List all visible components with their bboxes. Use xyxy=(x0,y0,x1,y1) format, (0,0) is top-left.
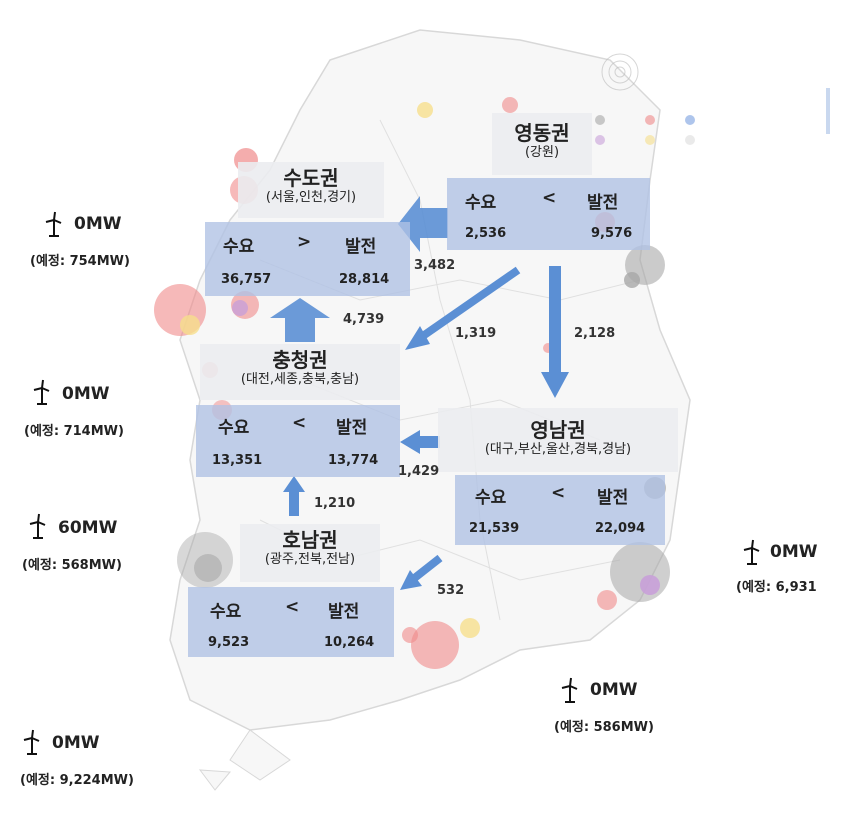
region-subtitle: (강원) xyxy=(524,145,560,160)
region-subtitle: (서울,인천,경기) xyxy=(265,190,357,205)
demand-value: 2,536 xyxy=(465,226,507,241)
wind-planned: (예정: 714MW) xyxy=(24,424,124,439)
edge-bar xyxy=(826,88,830,134)
wind-turbine-icon xyxy=(23,729,40,755)
demand-label: 수요 xyxy=(210,602,242,622)
wind-turbine-icons xyxy=(23,211,760,755)
arrow-chungcheong-to-sudo xyxy=(270,298,330,342)
region-subtitle: (대전,세종,충북,충남) xyxy=(240,372,360,387)
flow-yeongdong-to-yeongnam: 2,128 xyxy=(574,326,616,341)
wind-capacity: 60MW xyxy=(58,518,118,538)
flow-honam-to-chungcheong: 1,210 xyxy=(314,496,356,511)
generation-value: 13,774 xyxy=(328,453,379,468)
demand-value: 21,539 xyxy=(469,521,520,536)
region-subtitle: (광주,전북,전남) xyxy=(264,552,356,567)
map-legend xyxy=(595,53,695,145)
flow-yeongdong-to-sudo: 3,482 xyxy=(414,258,456,273)
region-subtitle: (대구,부산,울산,경북,경남) xyxy=(484,442,632,457)
generation-value: 10,264 xyxy=(324,635,375,650)
generation-label: 발전 xyxy=(328,602,360,622)
balance-box-honam: 수요 < 발전 9,523 10,264 xyxy=(188,587,394,657)
wind-turbine-icon xyxy=(743,539,760,565)
region-name: 충청권 xyxy=(272,348,328,372)
wind-planned: (예정: 586MW) xyxy=(554,720,654,735)
comparison-operator: < xyxy=(292,413,307,433)
generation-label: 발전 xyxy=(597,488,629,508)
arrow-honam-to-chungcheong xyxy=(283,476,305,516)
arrow-yeongdong-to-yeongnam xyxy=(541,266,569,398)
arrow-yeongnam-to-honam xyxy=(400,554,443,590)
wind-planned: (예정: 568MW) xyxy=(22,558,122,573)
wind-planned: (예정: 9,224MW) xyxy=(20,773,134,788)
wind-capacity: 0MW xyxy=(770,542,818,562)
balance-box-sudo: 수요 > 발전 36,757 28,814 xyxy=(205,222,410,296)
region-title-sudo: 수도권 (서울,인천,경기) xyxy=(238,162,384,218)
flow-yeongnam-to-honam: 532 xyxy=(437,583,465,598)
comparison-operator: > xyxy=(297,232,312,252)
wind-planned: (예정: 754MW) xyxy=(30,254,130,269)
region-title-yeongdong: 영동권 (강원) xyxy=(492,113,592,175)
demand-label: 수요 xyxy=(223,237,255,257)
generation-value: 22,094 xyxy=(595,521,646,536)
demand-label: 수요 xyxy=(218,418,250,438)
generation-label: 발전 xyxy=(587,193,619,213)
flow-yeongnam-to-chungcheong: 1,429 xyxy=(398,464,440,479)
balance-box-yeongdong: 수요 < 발전 2,536 9,576 xyxy=(447,178,650,250)
wind-turbine-icon xyxy=(561,677,578,703)
region-name: 호남권 xyxy=(282,528,338,552)
balance-box-yeongnam: 수요 < 발전 21,539 22,094 xyxy=(455,475,665,545)
arrow-yeongnam-to-chungcheong xyxy=(400,430,440,454)
wind-capacity: 0MW xyxy=(62,384,110,404)
generation-label: 발전 xyxy=(345,237,377,257)
demand-value: 9,523 xyxy=(208,635,250,650)
wind-capacity: 0MW xyxy=(74,214,122,234)
wind-turbine-icon xyxy=(45,211,62,237)
region-name: 수도권 xyxy=(283,166,339,190)
demand-label: 수요 xyxy=(465,193,497,213)
wind-capacity: 0MW xyxy=(52,733,100,753)
arrow-yeongdong-to-chungcheong xyxy=(405,266,521,350)
region-name: 영남권 xyxy=(530,418,586,442)
comparison-operator: < xyxy=(551,483,566,503)
comparison-operator: < xyxy=(542,188,557,208)
demand-label: 수요 xyxy=(475,488,507,508)
flow-arrows xyxy=(270,196,569,590)
generation-value: 28,814 xyxy=(339,272,390,287)
comparison-operator: < xyxy=(285,597,300,617)
arrow-yeongdong-to-sudo xyxy=(398,196,448,252)
region-title-yeongnam: 영남권 (대구,부산,울산,경북,경남) xyxy=(438,408,678,472)
balance-box-chungcheong: 수요 < 발전 13,351 13,774 xyxy=(196,405,400,477)
wind-planned: (예정: 6,931 xyxy=(736,580,817,595)
wind-turbine-icon xyxy=(33,379,50,405)
region-title-chungcheong: 충청권 (대전,세종,충북,충남) xyxy=(200,344,400,400)
region-name: 영동권 xyxy=(514,121,570,145)
demand-value: 36,757 xyxy=(221,272,272,287)
generation-label: 발전 xyxy=(336,418,368,438)
wind-turbine-icon xyxy=(29,513,46,539)
region-title-honam: 호남권 (광주,전북,전남) xyxy=(240,524,380,582)
demand-value: 13,351 xyxy=(212,453,263,468)
generation-value: 9,576 xyxy=(591,226,633,241)
flow-yeongdong-to-chungcheong: 1,319 xyxy=(455,326,497,341)
flow-chungcheong-to-sudo: 4,739 xyxy=(343,312,385,327)
wind-capacity: 0MW xyxy=(590,680,638,700)
